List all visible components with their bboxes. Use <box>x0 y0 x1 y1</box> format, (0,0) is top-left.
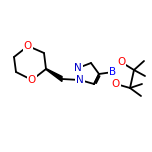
Text: O: O <box>112 79 120 89</box>
Text: O: O <box>24 41 32 51</box>
Text: O: O <box>117 57 125 67</box>
Text: N: N <box>76 75 84 85</box>
Text: O: O <box>28 75 36 85</box>
Text: B: B <box>109 67 117 77</box>
Polygon shape <box>46 69 62 81</box>
Text: N: N <box>74 63 82 73</box>
